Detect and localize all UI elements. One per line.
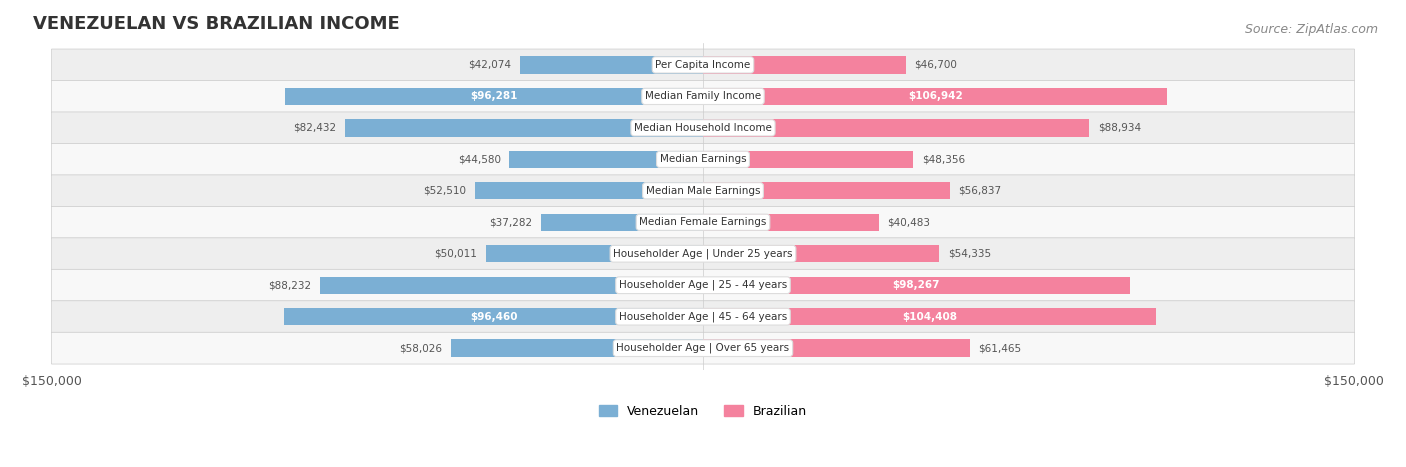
Bar (541, 213, 703, 231)
Text: $106,942: $106,942 (908, 92, 963, 101)
Bar (703, 308, 1156, 325)
Bar (344, 119, 703, 136)
Text: Per Capita Income: Per Capita Income (655, 60, 751, 70)
Bar (486, 245, 703, 262)
Text: Householder Age | 45 - 64 years: Householder Age | 45 - 64 years (619, 311, 787, 322)
FancyBboxPatch shape (52, 80, 1354, 112)
Bar (451, 340, 703, 357)
FancyBboxPatch shape (52, 143, 1354, 175)
Bar (703, 340, 970, 357)
Text: $37,282: $37,282 (489, 217, 533, 227)
Text: $88,934: $88,934 (1098, 123, 1142, 133)
Text: $82,432: $82,432 (294, 123, 336, 133)
Text: $98,267: $98,267 (893, 280, 941, 290)
Text: $96,281: $96,281 (470, 92, 517, 101)
Text: VENEZUELAN VS BRAZILIAN INCOME: VENEZUELAN VS BRAZILIAN INCOME (32, 15, 399, 33)
FancyBboxPatch shape (52, 206, 1354, 238)
Text: $58,026: $58,026 (399, 343, 443, 353)
FancyBboxPatch shape (52, 112, 1354, 144)
Text: $50,011: $50,011 (434, 249, 477, 259)
Text: Median Earnings: Median Earnings (659, 154, 747, 164)
Text: $40,483: $40,483 (887, 217, 931, 227)
Bar (703, 56, 905, 74)
Bar (285, 88, 703, 105)
Text: $54,335: $54,335 (948, 249, 991, 259)
Text: Source: ZipAtlas.com: Source: ZipAtlas.com (1244, 23, 1378, 36)
Bar (703, 245, 939, 262)
Bar (703, 213, 879, 231)
FancyBboxPatch shape (52, 332, 1354, 364)
Bar (703, 276, 1130, 294)
Text: Median Male Earnings: Median Male Earnings (645, 186, 761, 196)
FancyBboxPatch shape (52, 49, 1354, 81)
Text: $48,356: $48,356 (922, 154, 965, 164)
FancyBboxPatch shape (52, 269, 1354, 301)
Text: $61,465: $61,465 (979, 343, 1022, 353)
Text: Median Household Income: Median Household Income (634, 123, 772, 133)
Text: $42,074: $42,074 (468, 60, 512, 70)
Bar (703, 119, 1090, 136)
Bar (703, 88, 1167, 105)
Bar (520, 56, 703, 74)
Legend: Venezuelan, Brazilian: Venezuelan, Brazilian (593, 400, 813, 423)
Text: Householder Age | 25 - 44 years: Householder Age | 25 - 44 years (619, 280, 787, 290)
Text: $52,510: $52,510 (423, 186, 467, 196)
Bar (284, 308, 703, 325)
Text: $96,460: $96,460 (470, 311, 517, 322)
Text: $88,232: $88,232 (269, 280, 311, 290)
FancyBboxPatch shape (52, 301, 1354, 333)
Text: Median Female Earnings: Median Female Earnings (640, 217, 766, 227)
FancyBboxPatch shape (52, 175, 1354, 207)
Text: Householder Age | Over 65 years: Householder Age | Over 65 years (616, 343, 790, 354)
Text: $104,408: $104,408 (903, 311, 957, 322)
Bar (703, 151, 912, 168)
Bar (319, 276, 703, 294)
Bar (475, 182, 703, 199)
Text: $46,700: $46,700 (914, 60, 957, 70)
Bar (509, 151, 703, 168)
Text: $44,580: $44,580 (458, 154, 501, 164)
Text: Householder Age | Under 25 years: Householder Age | Under 25 years (613, 248, 793, 259)
Text: Median Family Income: Median Family Income (645, 92, 761, 101)
FancyBboxPatch shape (52, 238, 1354, 269)
Text: $56,837: $56,837 (959, 186, 1001, 196)
Bar (703, 182, 950, 199)
